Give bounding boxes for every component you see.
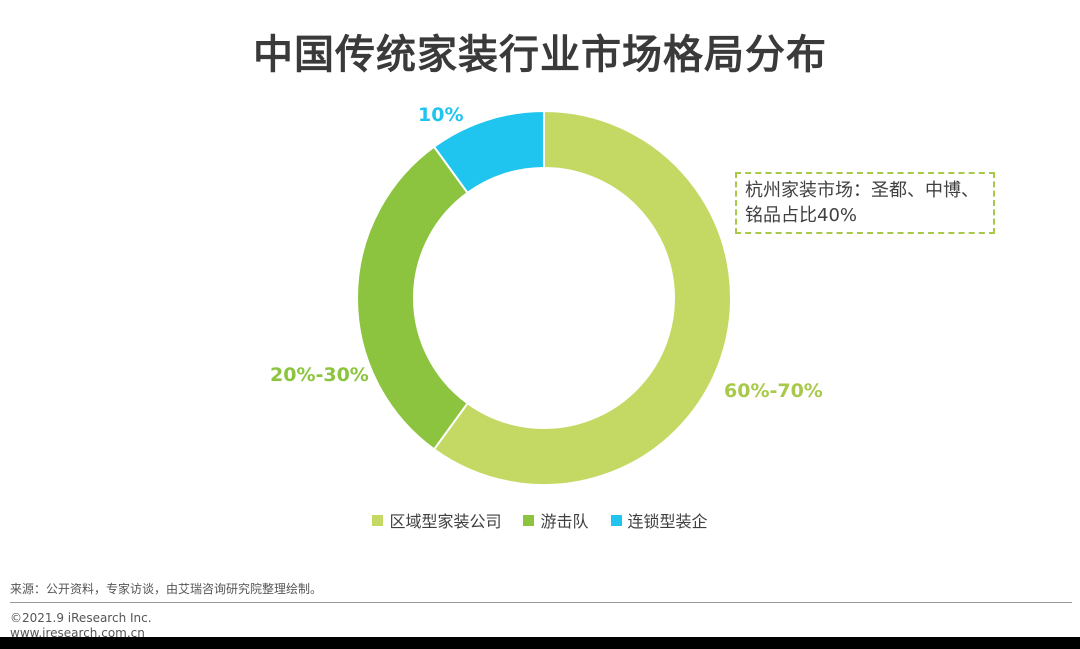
- chart-legend: 区域型家装公司 游击队 连锁型装企: [0, 508, 1080, 532]
- legend-item-guerrilla: 游击队: [523, 508, 589, 532]
- chart-title: 中国传统家装行业市场格局分布: [253, 32, 827, 78]
- slice-guerrilla: [356, 145, 469, 451]
- legend-item-regional: 区域型家装公司: [372, 508, 501, 532]
- bottom-bar: [0, 637, 1080, 649]
- legend-label-chain: 连锁型装企: [627, 512, 708, 531]
- hangzhou-callout: 杭州家装市场：圣都、中博、铭品占比40%: [735, 172, 995, 234]
- slice-label-regional: 60%-70%: [724, 380, 823, 402]
- slice-label-chain: 10%: [418, 104, 464, 126]
- slice-chain: [432, 109, 545, 195]
- copyright-line: ©2021.9 iResearch Inc.: [10, 611, 152, 625]
- legend-label-regional: 区域型家装公司: [389, 512, 502, 531]
- legend-swatch-regional: [372, 514, 384, 526]
- footer-divider: [10, 602, 1072, 603]
- slice-label-guerrilla: 20%-30%: [270, 364, 369, 386]
- copyright: ©2021.9 iResearch Inc. www.iresearch.com…: [10, 611, 152, 641]
- slice-regional: [432, 109, 732, 486]
- website-line: www.iresearch.com.cn: [10, 626, 145, 640]
- legend-swatch-chain: [610, 514, 622, 526]
- source-note: 来源：公开资料，专家访谈，由艾瑞咨询研究院整理绘制。: [10, 582, 323, 596]
- legend-swatch-guerrilla: [523, 514, 535, 526]
- legend-label-guerrilla: 游击队: [540, 512, 589, 531]
- legend-item-chain: 连锁型装企: [610, 508, 708, 532]
